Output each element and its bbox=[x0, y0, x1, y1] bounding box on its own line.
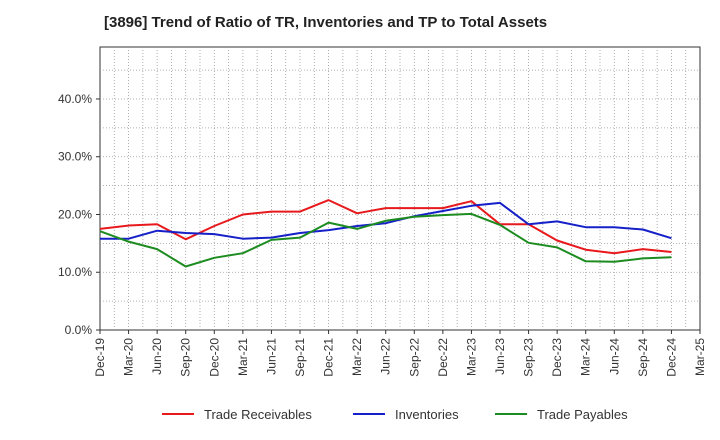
x-tick-label: Mar-21 bbox=[236, 338, 250, 376]
x-tick-label: Sep-23 bbox=[522, 338, 536, 377]
x-tick-label: Dec-19 bbox=[93, 338, 107, 377]
x-tick-label: Mar-20 bbox=[122, 338, 136, 376]
x-tick-label: Jun-24 bbox=[607, 338, 621, 375]
legend-label: Trade Payables bbox=[537, 407, 628, 422]
y-tick-label: 20.0% bbox=[58, 207, 92, 221]
series-lines bbox=[99, 199, 672, 268]
x-tick-label: Dec-24 bbox=[664, 338, 678, 377]
x-tick-label: Mar-23 bbox=[464, 338, 478, 376]
x-tick-label: Jun-21 bbox=[264, 338, 278, 375]
x-tick-label: Sep-21 bbox=[293, 338, 307, 377]
legend-label: Trade Receivables bbox=[204, 407, 312, 422]
x-tick-label: Jun-20 bbox=[150, 338, 164, 375]
legend-label: Inventories bbox=[395, 407, 459, 422]
x-tick-label: Dec-23 bbox=[550, 338, 564, 377]
x-tick-label: Dec-20 bbox=[207, 338, 221, 377]
x-tick-label: Dec-22 bbox=[436, 338, 450, 377]
x-tick-label: Jun-22 bbox=[379, 338, 393, 375]
y-axis-ticks: 0.0% 10.0% 20.0% 30.0% 40.0% bbox=[58, 92, 100, 337]
x-axis-ticks: Dec-19 Mar-20 Jun-20 Sep-20 Dec-20 Mar-21 Jun-… bbox=[93, 330, 707, 377]
series-line bbox=[99, 199, 672, 255]
x-tick-label: Sep-22 bbox=[407, 338, 421, 377]
series-line bbox=[100, 201, 672, 240]
grid-lines bbox=[100, 47, 700, 330]
y-tick-label: 0.0% bbox=[65, 323, 93, 337]
x-tick-label: Mar-22 bbox=[350, 338, 364, 376]
x-tick-label: Sep-20 bbox=[179, 338, 193, 377]
series-line bbox=[99, 212, 672, 268]
y-tick-label: 40.0% bbox=[58, 92, 92, 106]
legend: Trade Receivables Inventories Trade Payabl… bbox=[162, 407, 628, 422]
y-tick-label: 10.0% bbox=[58, 265, 92, 279]
x-tick-label: Mar-24 bbox=[579, 338, 593, 376]
x-tick-label: Jun-23 bbox=[493, 338, 507, 375]
y-tick-label: 30.0% bbox=[58, 150, 92, 164]
x-tick-label: Sep-24 bbox=[636, 338, 650, 377]
chart-title: [3896] Trend of Ratio of TR, Inventories… bbox=[104, 14, 548, 31]
x-tick-label: Mar-25 bbox=[693, 338, 707, 376]
x-tick-label: Dec-21 bbox=[322, 338, 336, 377]
